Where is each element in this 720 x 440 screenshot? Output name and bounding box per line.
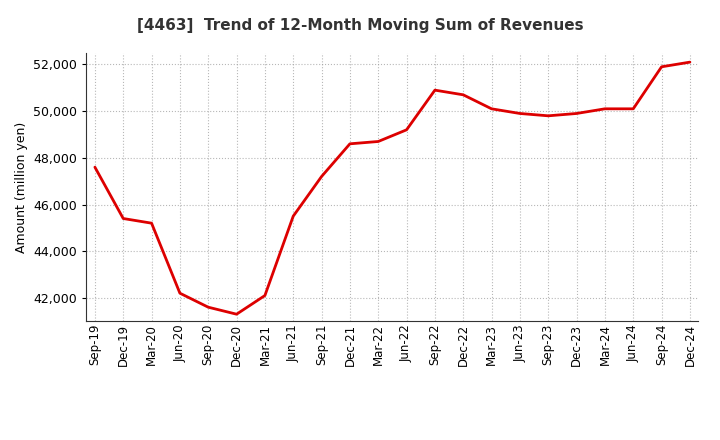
Y-axis label: Amount (million yen): Amount (million yen) [15,121,28,253]
Text: [4463]  Trend of 12-Month Moving Sum of Revenues: [4463] Trend of 12-Month Moving Sum of R… [137,18,583,33]
